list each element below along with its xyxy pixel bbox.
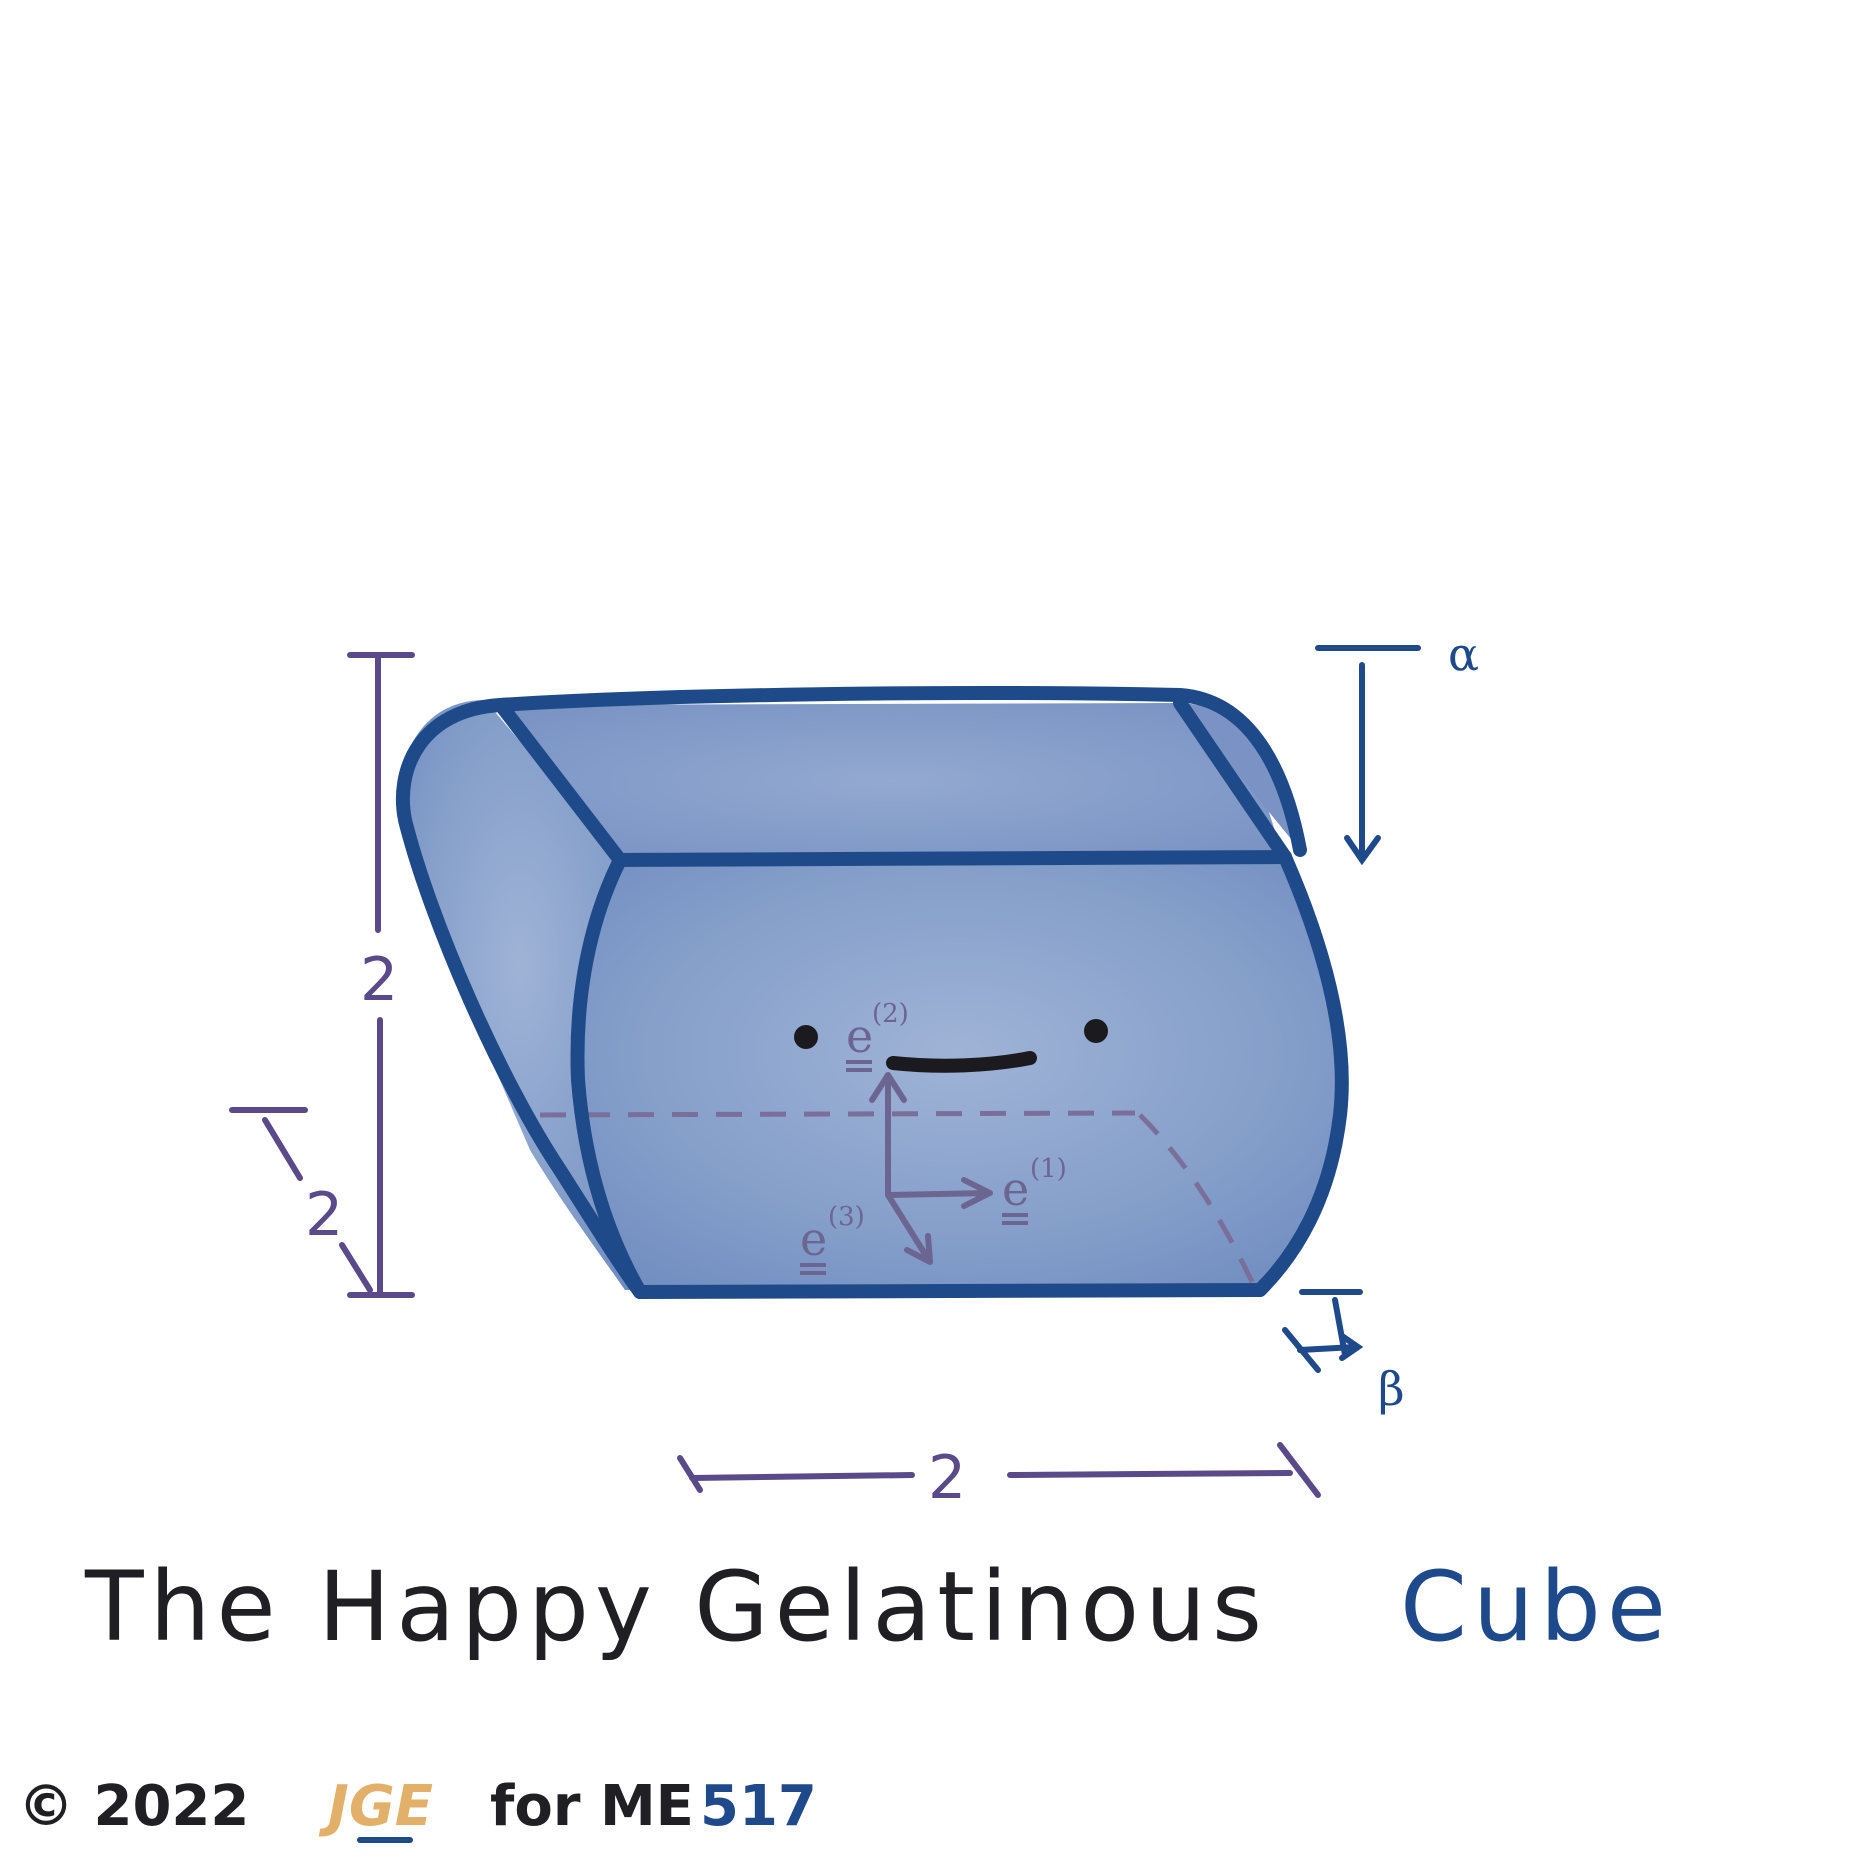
- cube-outline-top: [493, 686, 1307, 857]
- basis-label-e2: e (2): [846, 999, 909, 1072]
- cube-top-face: [500, 703, 1285, 860]
- cube-outline-top-right: [1173, 696, 1292, 864]
- gelatinous-cube: e (2) e (1) e (3): [395, 686, 1349, 1299]
- right-eye: [1084, 1019, 1108, 1043]
- for-text: for ME: [490, 1774, 694, 1839]
- beta-label: β: [1378, 1362, 1405, 1416]
- height-dimension: [347, 652, 415, 1298]
- basis-arrow-e2: [869, 1072, 907, 1198]
- height-label: 2: [360, 945, 398, 1015]
- depth-dimension: [229, 1107, 373, 1293]
- smile: [886, 1051, 1037, 1073]
- basis-e1-sup: (1): [1030, 1154, 1067, 1184]
- basis-arrow-e1: [885, 1177, 993, 1209]
- cube-outline-left: [395, 698, 647, 1299]
- basis-label-e1: e (1): [1002, 1154, 1067, 1225]
- title-highlight: Cube: [1400, 1551, 1672, 1663]
- copyright-text: © 2022: [18, 1774, 249, 1839]
- basis-e1-base: e: [1002, 1162, 1029, 1216]
- hidden-edge-back-bottom: [539, 1110, 1136, 1118]
- cube-outline-front-left: [570, 853, 647, 1299]
- cube-front-face: [575, 857, 1341, 1292]
- cube-outline-front-right: [1253, 850, 1349, 1297]
- cube-outline-top-front-left: [496, 701, 627, 867]
- basis-e2-base: e: [846, 1009, 873, 1063]
- depth-label: 2: [305, 1180, 343, 1250]
- cube-outline-top-front: [613, 850, 1292, 867]
- hidden-edge-right-bottom: [1138, 1113, 1258, 1290]
- basis-e2-sup: (2): [872, 999, 909, 1029]
- alpha-label: α: [1448, 627, 1479, 681]
- author-signature: JGE: [318, 1774, 433, 1839]
- page-title: The Happy Gelatinous Cube: [84, 1551, 1672, 1663]
- basis-e3-base: e: [800, 1212, 827, 1266]
- basis-e3-sup: (3): [828, 1202, 865, 1232]
- basis-arrow-e3: [885, 1192, 933, 1265]
- left-eye: [794, 1025, 818, 1049]
- cube-outline-bottom: [633, 1283, 1267, 1299]
- course-number: 517: [700, 1774, 817, 1839]
- alpha-indicator: [1315, 645, 1421, 866]
- beta-indicator: [1282, 1289, 1364, 1373]
- title-main: The Happy Gelatinous: [84, 1551, 1268, 1663]
- width-label: 2: [928, 1443, 966, 1513]
- credit-line: © 2022 JGE for ME 517: [18, 1774, 817, 1843]
- basis-label-e3: e (3): [800, 1202, 865, 1275]
- width-dimension: [677, 1442, 1321, 1498]
